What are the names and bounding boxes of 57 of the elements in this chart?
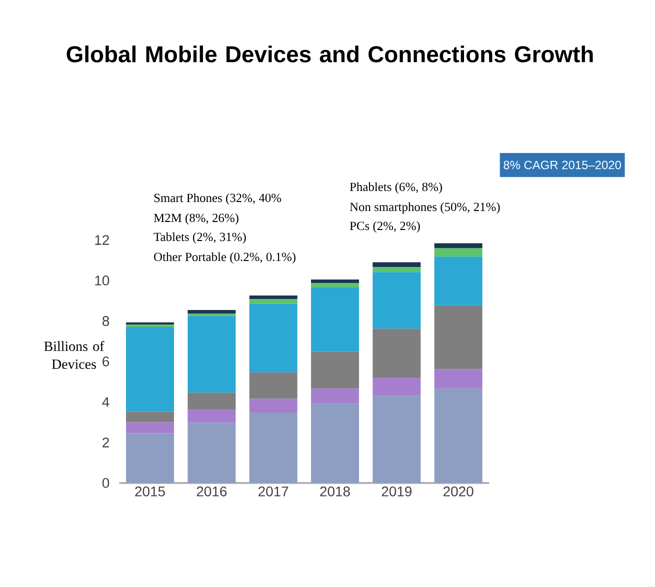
bar [249, 295, 298, 300]
x-tick-label: 2018 [320, 486, 350, 496]
y-tick-label: 0 [102, 478, 110, 488]
y-tick-label: 2 [102, 438, 109, 448]
bar [311, 283, 360, 288]
text: Non smartphones (50%, 21%) [350, 202, 500, 214]
bar [249, 398, 298, 413]
text: 8% CAGR 2015–2020 [504, 160, 621, 170]
bar [126, 327, 174, 412]
bar [372, 262, 421, 268]
bar [249, 299, 298, 304]
bar [249, 412, 298, 483]
bar [372, 267, 421, 272]
y-tick-label: 8 [102, 316, 110, 326]
bar [434, 305, 482, 370]
bar [126, 322, 174, 325]
x-tick-label: 2015 [135, 486, 165, 496]
y-tick-label: 4 [102, 397, 110, 407]
bar [372, 377, 421, 396]
bar [188, 422, 236, 483]
bar [249, 372, 298, 399]
bar [188, 316, 236, 393]
bar [249, 304, 298, 372]
bar [311, 279, 360, 284]
x-tick-label: 2016 [196, 486, 227, 496]
annotation: Other Portable (0.2%, 0.1%) [154, 252, 296, 264]
x-tick-label: 2020 [444, 486, 474, 496]
bar [126, 422, 174, 434]
bar [126, 412, 174, 422]
bar [188, 392, 236, 410]
text: PCs (2%, 2%) [350, 221, 420, 233]
chart-title: Global Mobile Devices and Connections Growth [66, 46, 593, 62]
bar [188, 310, 236, 314]
annotation: Tablets (2%, 31%) [154, 232, 246, 244]
bar [434, 256, 482, 306]
y-tick-label: 12 [95, 235, 109, 245]
text: Phablets (6%, 8%) [350, 182, 442, 194]
bar [434, 388, 482, 483]
text: Smart Phones (32%, 40% [154, 193, 282, 205]
x-tick-label: 2017 [258, 486, 288, 496]
bar [126, 324, 174, 328]
bar [126, 433, 174, 483]
y-tick-label: 10 [95, 276, 110, 286]
bar [311, 388, 360, 404]
bar [311, 287, 360, 352]
bar [434, 248, 482, 257]
text: M2M (8%, 26%) [154, 213, 238, 225]
bar [372, 396, 421, 483]
y-tick-label: 6 [102, 356, 110, 366]
bar [434, 243, 482, 248]
x-tick-label: 2019 [382, 486, 412, 496]
bar [372, 328, 421, 378]
bar [311, 352, 360, 388]
bar [188, 410, 236, 423]
bar [434, 369, 482, 388]
bar [372, 272, 421, 329]
bar [311, 403, 360, 483]
